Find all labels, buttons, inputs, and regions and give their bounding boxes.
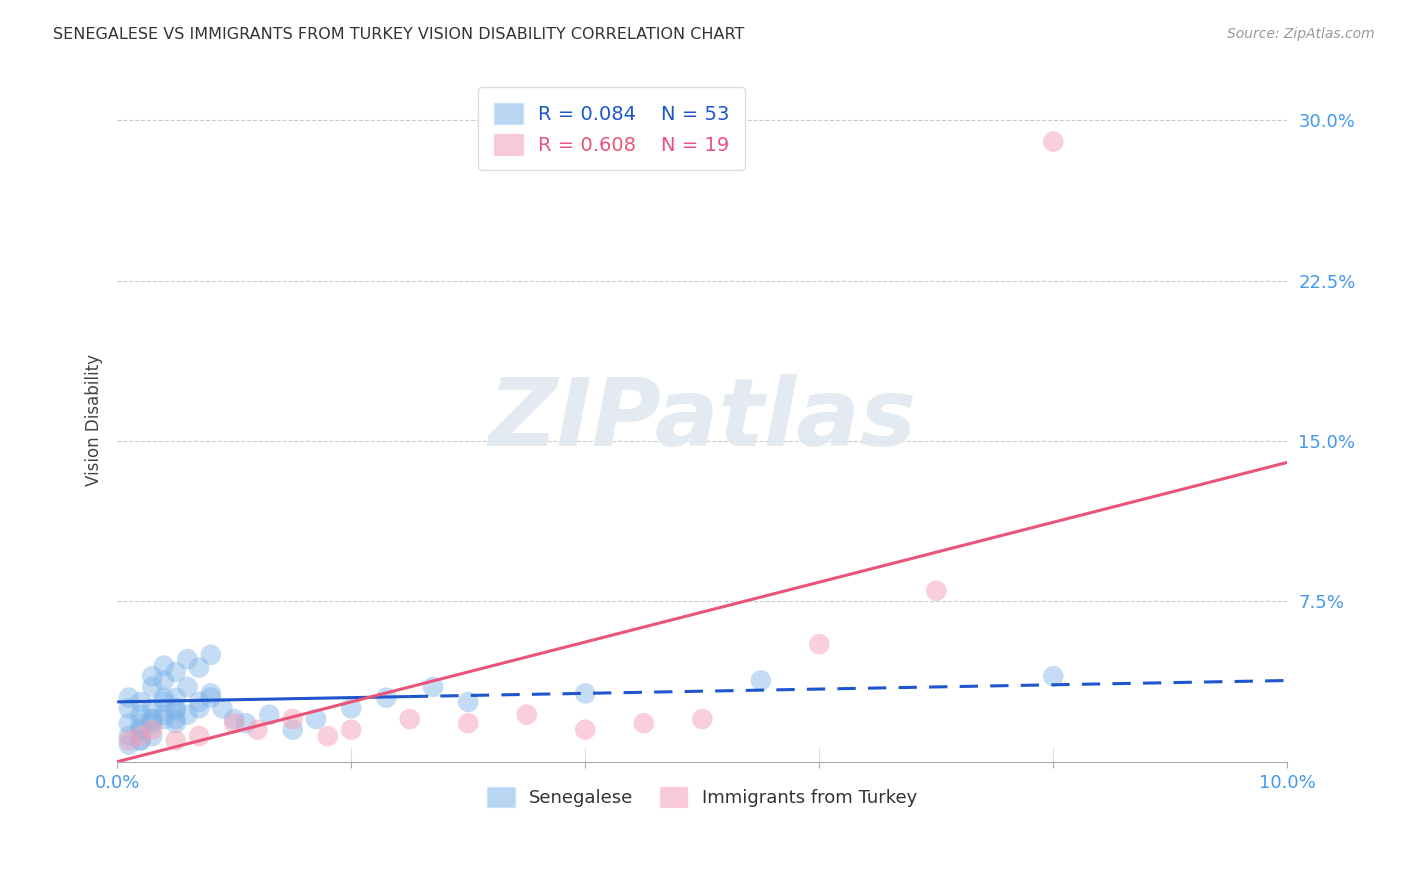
- Point: [165, 716, 187, 731]
- Point: [129, 723, 152, 737]
- Point: [200, 686, 222, 700]
- Point: [188, 661, 211, 675]
- Point: [574, 723, 596, 737]
- Point: [118, 738, 141, 752]
- Point: [422, 680, 444, 694]
- Point: [129, 716, 152, 731]
- Point: [165, 690, 187, 705]
- Point: [141, 729, 163, 743]
- Point: [129, 707, 152, 722]
- Point: [153, 712, 176, 726]
- Point: [176, 652, 198, 666]
- Point: [690, 712, 713, 726]
- Point: [118, 733, 141, 747]
- Point: [633, 716, 655, 731]
- Point: [200, 648, 222, 662]
- Point: [340, 723, 363, 737]
- Point: [118, 690, 141, 705]
- Point: [165, 733, 187, 747]
- Point: [118, 716, 141, 731]
- Point: [281, 723, 304, 737]
- Point: [281, 712, 304, 726]
- Point: [211, 701, 233, 715]
- Point: [375, 690, 398, 705]
- Point: [808, 637, 831, 651]
- Point: [141, 712, 163, 726]
- Point: [340, 701, 363, 715]
- Point: [1042, 669, 1064, 683]
- Point: [516, 707, 538, 722]
- Point: [188, 701, 211, 715]
- Point: [141, 680, 163, 694]
- Point: [1042, 135, 1064, 149]
- Point: [141, 716, 163, 731]
- Text: ZIPatlas: ZIPatlas: [488, 374, 917, 466]
- Point: [200, 690, 222, 705]
- Text: Source: ZipAtlas.com: Source: ZipAtlas.com: [1227, 27, 1375, 41]
- Point: [129, 723, 152, 737]
- Point: [141, 701, 163, 715]
- Point: [165, 701, 187, 715]
- Point: [153, 690, 176, 705]
- Point: [153, 707, 176, 722]
- Point: [153, 695, 176, 709]
- Point: [925, 583, 948, 598]
- Point: [457, 695, 479, 709]
- Point: [305, 712, 328, 726]
- Point: [129, 695, 152, 709]
- Point: [224, 712, 246, 726]
- Point: [153, 658, 176, 673]
- Point: [457, 716, 479, 731]
- Point: [574, 686, 596, 700]
- Point: [118, 729, 141, 743]
- Point: [129, 729, 152, 743]
- Point: [316, 729, 339, 743]
- Point: [153, 673, 176, 688]
- Point: [749, 673, 772, 688]
- Point: [176, 680, 198, 694]
- Point: [398, 712, 420, 726]
- Legend: Senegalese, Immigrants from Turkey: Senegalese, Immigrants from Turkey: [481, 780, 924, 814]
- Point: [118, 701, 141, 715]
- Point: [141, 723, 163, 737]
- Point: [129, 733, 152, 747]
- Point: [246, 723, 269, 737]
- Point: [165, 665, 187, 679]
- Point: [224, 716, 246, 731]
- Point: [141, 669, 163, 683]
- Point: [259, 707, 281, 722]
- Point: [165, 703, 187, 717]
- Point: [188, 729, 211, 743]
- Point: [188, 695, 211, 709]
- Point: [165, 712, 187, 726]
- Y-axis label: Vision Disability: Vision Disability: [86, 353, 103, 485]
- Point: [129, 733, 152, 747]
- Point: [141, 712, 163, 726]
- Text: SENEGALESE VS IMMIGRANTS FROM TURKEY VISION DISABILITY CORRELATION CHART: SENEGALESE VS IMMIGRANTS FROM TURKEY VIS…: [53, 27, 745, 42]
- Point: [235, 716, 257, 731]
- Point: [176, 707, 198, 722]
